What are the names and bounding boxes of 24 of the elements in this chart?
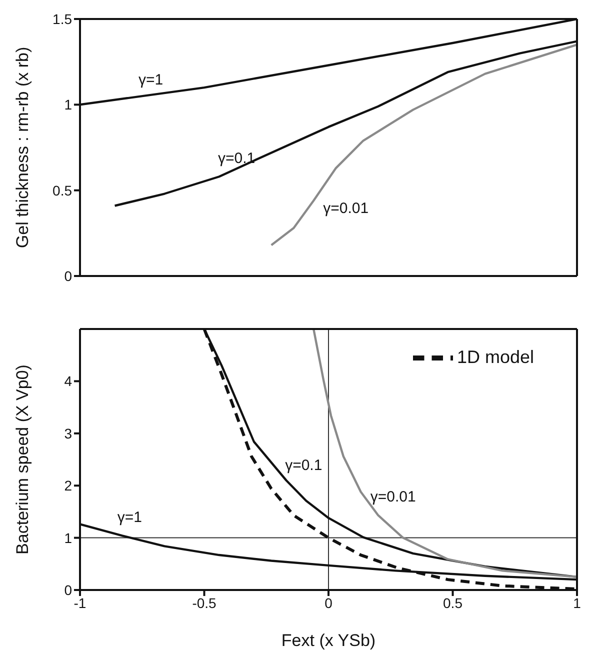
y-tick-label: 0 bbox=[64, 582, 72, 598]
series-label: γ=0.01 bbox=[370, 488, 416, 506]
y-tick-label: 0.5 bbox=[52, 182, 72, 198]
series-label: γ=1 bbox=[138, 71, 164, 88]
y-tick-label: 1 bbox=[64, 96, 72, 113]
line-series bbox=[270, 44, 577, 246]
y-axis-title: Bacterium speed (X Vp0) bbox=[13, 364, 32, 554]
series-label: γ=1 bbox=[117, 509, 142, 526]
series-label: γ=0.1 bbox=[285, 457, 322, 474]
x-tick-label: 0 bbox=[324, 594, 333, 611]
y-tick-label: 1 bbox=[64, 530, 72, 546]
y-tick-label: 3 bbox=[64, 425, 72, 442]
y-tick-label: 4 bbox=[64, 373, 72, 390]
x-tick-label: -0.5 bbox=[192, 594, 217, 611]
y-tick-label: 0 bbox=[64, 268, 72, 284]
x-axis-title: Fext (x YSb) bbox=[281, 631, 376, 650]
x-tick-label: -1 bbox=[74, 594, 86, 611]
y-tick-label: 1.5 bbox=[52, 10, 72, 27]
y-tick-label: 2 bbox=[64, 478, 72, 494]
y-axis-title: Gel thickness : rm-rb (x rb) bbox=[13, 46, 32, 248]
legend-label: 1D model bbox=[456, 346, 534, 367]
x-tick-label: 0.5 bbox=[443, 594, 463, 611]
series-label: γ=0.01 bbox=[323, 200, 369, 217]
x-tick-label: 1 bbox=[573, 594, 582, 611]
